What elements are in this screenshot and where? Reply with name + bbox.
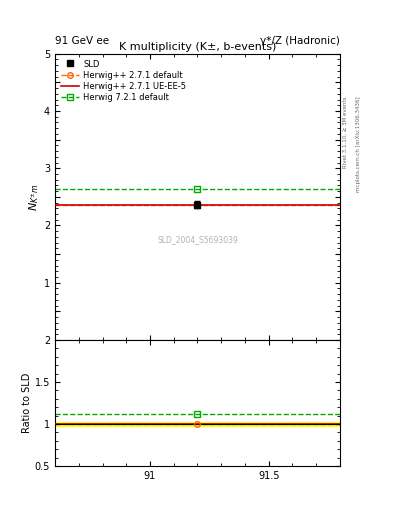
Text: mcplots.cern.ch [arXiv:1306.3436]: mcplots.cern.ch [arXiv:1306.3436] [356,97,361,193]
Text: SLD_2004_S5693039: SLD_2004_S5693039 [157,236,238,244]
Title: K multiplicity (K±, b-events): K multiplicity (K±, b-events) [119,41,276,52]
Y-axis label: $N_{K^{\pm}m}$: $N_{K^{\pm}m}$ [28,183,41,211]
Y-axis label: Ratio to SLD: Ratio to SLD [22,373,32,433]
Text: Rivet 3.1.10, ≥ 3M events: Rivet 3.1.10, ≥ 3M events [343,97,348,168]
Text: γ*/Z (Hadronic): γ*/Z (Hadronic) [260,36,340,46]
Text: 91 GeV ee: 91 GeV ee [55,36,109,46]
Legend: SLD, Herwig++ 2.7.1 default, Herwig++ 2.7.1 UE-EE-5, Herwig 7.2.1 default: SLD, Herwig++ 2.7.1 default, Herwig++ 2.… [59,58,188,103]
